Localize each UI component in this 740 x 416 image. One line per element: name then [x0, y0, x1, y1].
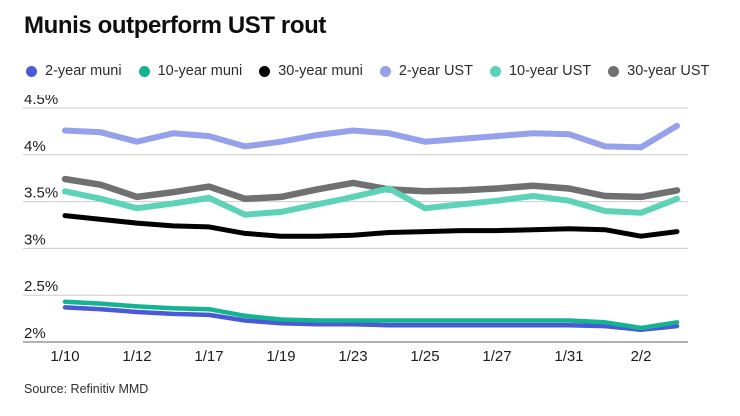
x-axis-label: 1/19	[266, 348, 295, 365]
y-axis-label: 2%	[24, 325, 46, 342]
line-30-year-ust	[61, 175, 681, 203]
y-axis-label: 4.5%	[24, 95, 58, 108]
legend-item-10-year-muni: 10-year muni	[138, 63, 243, 79]
x-axis-label: 2/2	[631, 348, 652, 365]
legend: 2-year muni 10-year muni 30-year muni 2-…	[26, 63, 730, 79]
x-axis-label: 1/10	[50, 348, 79, 365]
legend-label: 30-year UST	[627, 63, 710, 79]
source-note: Source: Refinitiv MMD	[24, 382, 149, 396]
legend-dot-icon	[489, 65, 501, 77]
legend-dot-icon	[26, 65, 37, 77]
line-30-year-muni	[62, 213, 680, 239]
legend-label: 10-year muni	[157, 63, 243, 79]
x-axis-label: 1/27	[482, 348, 511, 365]
legend-label: 2-year muni	[45, 63, 122, 79]
y-axis-label: 4%	[24, 138, 46, 155]
page-title: Munis outperform UST rout	[24, 12, 326, 39]
legend-item-30-year-muni: 30-year muni	[259, 63, 363, 79]
line-10-year-muni	[62, 299, 680, 331]
legend-dot-icon	[379, 65, 391, 77]
legend-item-30-year-ust: 30-year UST	[608, 63, 709, 79]
legend-label: 30-year muni	[278, 63, 363, 79]
x-axis-label: 1/23	[338, 348, 367, 365]
legend-dot-icon	[259, 65, 271, 77]
legend-item-2-year-ust: 2-year UST	[379, 63, 473, 79]
legend-item-10-year-ust: 10-year UST	[489, 63, 592, 79]
x-axis-label: 1/12	[122, 348, 151, 365]
line-2-year-muni	[62, 305, 680, 333]
legend-dot-icon	[608, 65, 620, 77]
x-axis-label: 1/31	[554, 348, 583, 365]
legend-item-2-year-muni: 2-year muni	[26, 63, 122, 79]
legend-dot-icon	[138, 65, 150, 77]
y-axis-label: 3%	[24, 231, 46, 248]
line-10-year-ust	[62, 185, 680, 218]
legend-label: 2-year UST	[398, 63, 473, 79]
y-axis-label: 3.5%	[24, 185, 58, 202]
x-axis-label: 1/25	[410, 348, 439, 365]
y-axis-label: 2.5%	[24, 278, 58, 295]
line-chart: 4.5% 4% 3.5% 3% 2.5% 2%1/10 1/12 1/17 1/19 1/23 1/…	[23, 95, 688, 365]
line-2-year-ust	[62, 122, 680, 151]
legend-label: 10-year UST	[508, 63, 592, 79]
x-axis-label: 1/17	[194, 348, 223, 365]
